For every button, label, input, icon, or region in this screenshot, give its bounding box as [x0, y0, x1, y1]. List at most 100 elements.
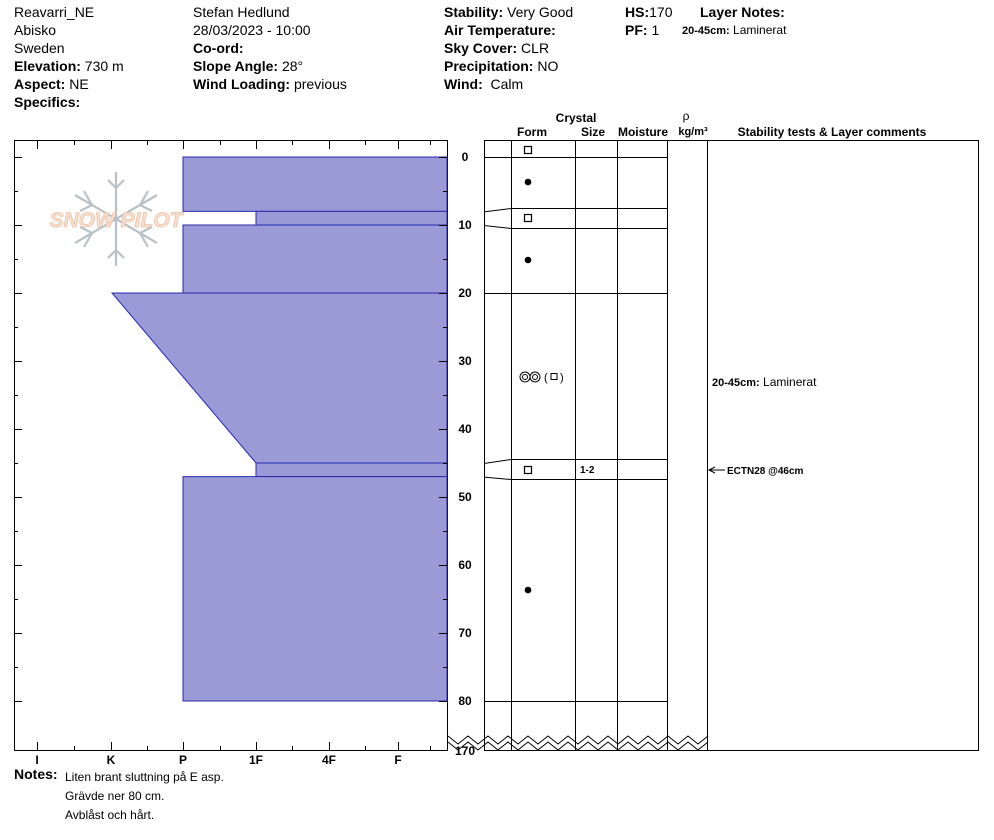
- precip-row: Precipitation: NO: [444, 57, 573, 75]
- stability-comments-header: Stability tests & Layer comments: [738, 125, 927, 139]
- density-unit: kg/m³: [678, 126, 708, 138]
- faceted-crystal-icon: [523, 213, 533, 223]
- stability-value: Very Good: [507, 4, 574, 20]
- melt-forms-icon: (): [519, 371, 564, 384]
- depth-tick-label: 40: [458, 422, 472, 436]
- coord-label: Co-ord:: [193, 40, 244, 56]
- elevation-value: 730 m: [84, 58, 124, 74]
- wind-loading-label: Wind Loading:: [193, 76, 291, 92]
- elevation-label: Elevation:: [14, 58, 81, 74]
- header-observer-info: Stefan Hedlund 28/03/2023 - 10:00 Co-ord…: [193, 3, 347, 93]
- slope-value: 28°: [281, 58, 304, 74]
- region-name: Abisko: [14, 22, 57, 38]
- hardness-layers: [110, 156, 448, 702]
- svg-text:(: (: [544, 372, 548, 384]
- sky-row: Sky Cover: CLR: [444, 39, 573, 57]
- hardness-layer-bar: [255, 462, 448, 478]
- wind-row: Wind: Calm: [444, 75, 573, 93]
- note-line: Liten brant sluttning på E asp.: [65, 770, 224, 784]
- notes-label: Notes:: [14, 766, 58, 782]
- depth-tick-label: 20: [458, 286, 472, 300]
- depth-break-zigzag-lower: [447, 741, 709, 751]
- arrow-left-icon: [707, 466, 716, 474]
- faceted-crystal-icon: [523, 465, 533, 475]
- table-layer-rows: () 1-2: [483, 145, 667, 702]
- air-temp-row: Air Temperature:: [444, 21, 573, 39]
- watermark-text: SNOW PILOT: [50, 209, 185, 232]
- svg-text:): ): [560, 372, 564, 384]
- wind-loading-value: previous: [293, 76, 347, 92]
- elevation-row: Elevation: 730 m: [14, 57, 124, 75]
- size-header: Size: [581, 125, 605, 139]
- hardness-layer-bar: [110, 292, 448, 464]
- stability-label: Stability:: [444, 4, 504, 20]
- layer-note-range: 20-45cm:: [682, 25, 730, 37]
- header-hs-pf: HS:170 PF: 1: [625, 3, 672, 39]
- hardness-layer-bar: [182, 476, 448, 702]
- layer-comment: 20-45cm: Laminerat: [712, 375, 817, 389]
- coord-row: Co-ord:: [193, 39, 347, 57]
- depth-tick-label: 60: [458, 558, 472, 572]
- hardness-layer-bar: [182, 224, 448, 294]
- hardness-layer-bar: [255, 210, 448, 226]
- header-site-info: Reavarri_NE Abisko Sweden Elevation: 730…: [14, 3, 124, 111]
- moisture-header: Moisture: [618, 125, 668, 139]
- form-header: Form: [517, 125, 547, 139]
- precip-label: Precipitation:: [444, 58, 534, 74]
- layer-notes-label: Layer Notes:: [700, 4, 785, 20]
- depth-tick-label: 10: [458, 218, 472, 232]
- notes-list: Liten brant sluttning på E asp. Grävde n…: [65, 768, 224, 825]
- layer-note-row: 20-45cm: Laminerat: [682, 21, 786, 40]
- hardness-tick-label: K: [107, 753, 116, 767]
- header-conditions: Stability: Very Good Air Temperature: Sk…: [444, 3, 573, 93]
- layer-connector-line: [483, 225, 512, 229]
- rounded-grain-icon: [524, 178, 532, 186]
- note-line: Avblåst och hårt.: [65, 808, 155, 822]
- wind-label: Wind:: [444, 76, 483, 92]
- specifics-row: Specifics:: [14, 93, 124, 111]
- hardness-layer-bar: [182, 156, 448, 212]
- aspect-value: NE: [69, 76, 89, 92]
- observer-name: Stefan Hedlund: [193, 4, 290, 20]
- sky-value: CLR: [521, 40, 550, 56]
- depth-tick-label: 0: [462, 150, 469, 164]
- slope-label: Slope Angle:: [193, 58, 279, 74]
- air-temp-label: Air Temperature:: [444, 22, 556, 38]
- hardness-tick-label: 1F: [249, 753, 263, 767]
- layer-connector-line: [483, 476, 512, 480]
- hs-label: HS:: [625, 4, 650, 20]
- wind-loading-row: Wind Loading: previous: [193, 75, 347, 93]
- rounded-grain-icon: [524, 256, 532, 264]
- pf-value: 1: [651, 22, 660, 38]
- hardness-tick-label: F: [394, 753, 401, 767]
- pf-row: PF: 1: [625, 21, 672, 39]
- layer-connector-line: [483, 459, 512, 464]
- slope-row: Slope Angle: 28°: [193, 57, 347, 75]
- aspect-label: Aspect:: [14, 76, 66, 92]
- depth-tick-label: 30: [458, 354, 472, 368]
- precip-value: NO: [537, 58, 559, 74]
- hardness-tick-label: 4F: [322, 753, 336, 767]
- country-name: Sweden: [14, 40, 65, 56]
- specifics-label: Specifics:: [14, 94, 81, 110]
- depth-tick-label: 170: [455, 744, 475, 758]
- header-layer-notes: Layer Notes: 20-45cm: Laminerat: [682, 3, 786, 40]
- hardness-tick-label: I: [35, 753, 38, 767]
- stability-row: Stability: Very Good: [444, 3, 573, 21]
- comments-column: 20-45cm: Laminerat ECTN28 @46cm: [707, 375, 817, 477]
- hardness-axis: I K P 1F 4F F: [35, 141, 431, 767]
- layer-size-value: 1-2: [580, 465, 595, 476]
- layer-connector-line: [483, 208, 512, 213]
- crystal-header: Crystal: [556, 111, 597, 125]
- depth-tick-label: 70: [458, 626, 472, 640]
- observation-datetime: 28/03/2023 - 10:00: [193, 22, 311, 38]
- stability-test-label: ECTN28 @46cm: [727, 466, 804, 477]
- depth-tick-label: 50: [458, 490, 472, 504]
- aspect-row: Aspect: NE: [14, 75, 124, 93]
- hs-row: HS:170: [625, 3, 672, 21]
- wind-value: Calm: [490, 76, 524, 92]
- note-line: Grävde ner 80 cm.: [65, 789, 165, 803]
- layer-note-text: Laminerat: [733, 23, 787, 37]
- sky-label: Sky Cover:: [444, 40, 518, 56]
